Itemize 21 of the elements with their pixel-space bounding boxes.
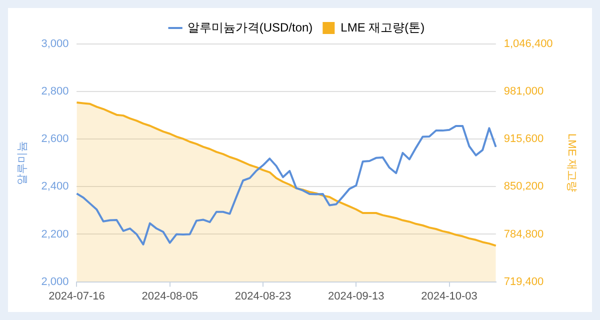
x-tick-label: 2024-08-23	[234, 290, 292, 302]
y-tick-label: 2,600	[41, 133, 69, 146]
x-tick-label: 2024-09-13	[328, 290, 384, 302]
y-tick-label: 2,000	[41, 276, 69, 288]
y-tick-label: 2,800	[41, 86, 69, 98]
y-tick-label: 2,400	[41, 180, 69, 193]
y-axis-title: 알루미늄	[16, 140, 29, 185]
y2-tick-label: 850,200	[504, 180, 544, 193]
y2-tick-label: 915,600	[504, 133, 544, 146]
x-tick-label: 2024-08-05	[142, 290, 198, 302]
x-tick-label: 2024-10-03	[421, 290, 478, 302]
y-tick-label: 2,200	[41, 228, 69, 240]
legend-label: LME 재고량(톤)	[340, 20, 425, 34]
y2-tick-label: 719,400	[504, 276, 544, 288]
y2-tick-label: 1,046,400	[504, 38, 553, 50]
y2-tick-label: 981,000	[504, 86, 544, 98]
y-tick-label: 3,000	[41, 38, 69, 50]
y2-axis-title: LME 재고량	[565, 134, 578, 192]
legend-label: 알루미늄가격(USD/ton)	[187, 20, 313, 34]
y2-tick-label: 784,800	[504, 228, 544, 240]
x-tick-label: 2024-07-16	[48, 290, 105, 302]
